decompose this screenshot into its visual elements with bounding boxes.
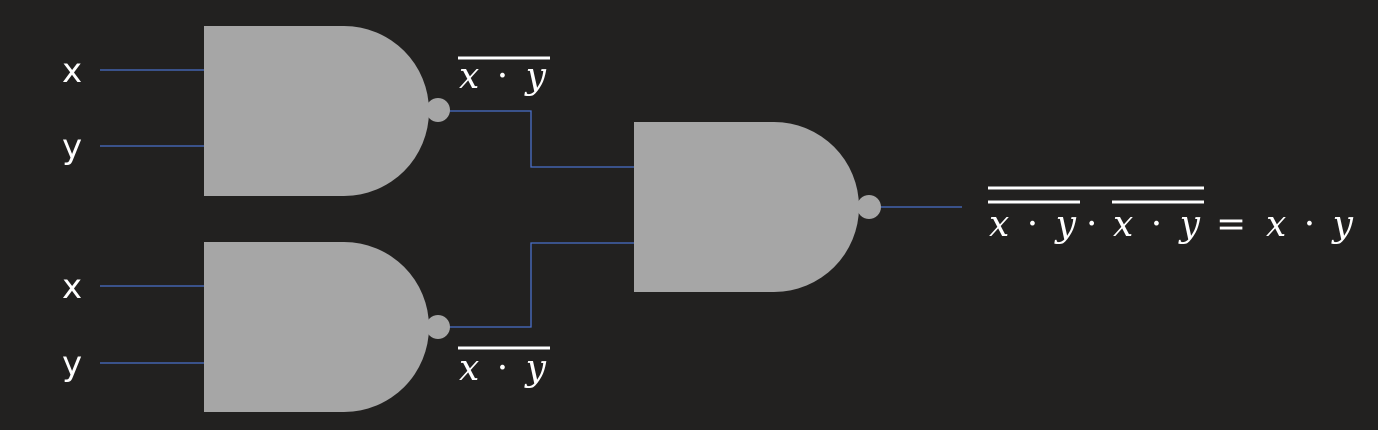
gate1-output-expression: x · y (458, 56, 550, 97)
nand-gate-2-bubble (426, 315, 450, 339)
nand-gate-2-body (204, 242, 429, 412)
wire-gate2-to-gate3 (449, 242, 634, 328)
final-right-var1: x (1113, 204, 1133, 245)
final-equals: = (1216, 204, 1246, 245)
final-right-var2: y (1178, 204, 1201, 245)
nand-gate-1-bubble (426, 98, 450, 122)
final-left-term: x · y (989, 204, 1077, 245)
final-left-op: · (1027, 204, 1038, 245)
gate1-output-op: · (497, 56, 508, 97)
wires (100, 69, 962, 364)
final-result-var1: x (1266, 204, 1286, 245)
gate1-output-var1: x (459, 56, 479, 97)
final-expression: x · y · x · y = x · y (988, 186, 1354, 245)
final-middle-op: · (1086, 204, 1097, 245)
nand-gate-3-body (634, 122, 859, 292)
gate1-input-y-label: y (62, 127, 82, 167)
final-right-term: x · y (1113, 204, 1201, 245)
gate2-output-op: · (497, 348, 508, 389)
final-result: x · y (1266, 204, 1354, 245)
gate2-output-expression: x · y (458, 346, 550, 389)
nand-gate-1-body (204, 26, 429, 196)
gate2-output-var1: x (459, 348, 479, 389)
gate2-input-x-label: x (62, 267, 82, 307)
gate1-output-var2: y (524, 56, 547, 97)
final-left-var1: x (989, 204, 1009, 245)
gate2-output-text: x · y (459, 348, 547, 389)
nand-gate-2 (204, 242, 450, 412)
gate2-output-var2: y (524, 348, 547, 389)
final-left-var2: y (1054, 204, 1077, 245)
nand-gate-3 (634, 122, 881, 292)
final-result-op: · (1304, 204, 1315, 245)
nand-gate-3-bubble (857, 195, 881, 219)
gate2-input-y-label: y (62, 344, 82, 384)
final-result-var2: y (1331, 204, 1354, 245)
wire-gate1-to-gate3 (449, 110, 634, 168)
gate1-input-x-label: x (62, 51, 82, 91)
gate1-output-text: x · y (459, 56, 547, 97)
nand-gate-1 (204, 26, 450, 196)
final-right-op: · (1151, 204, 1162, 245)
